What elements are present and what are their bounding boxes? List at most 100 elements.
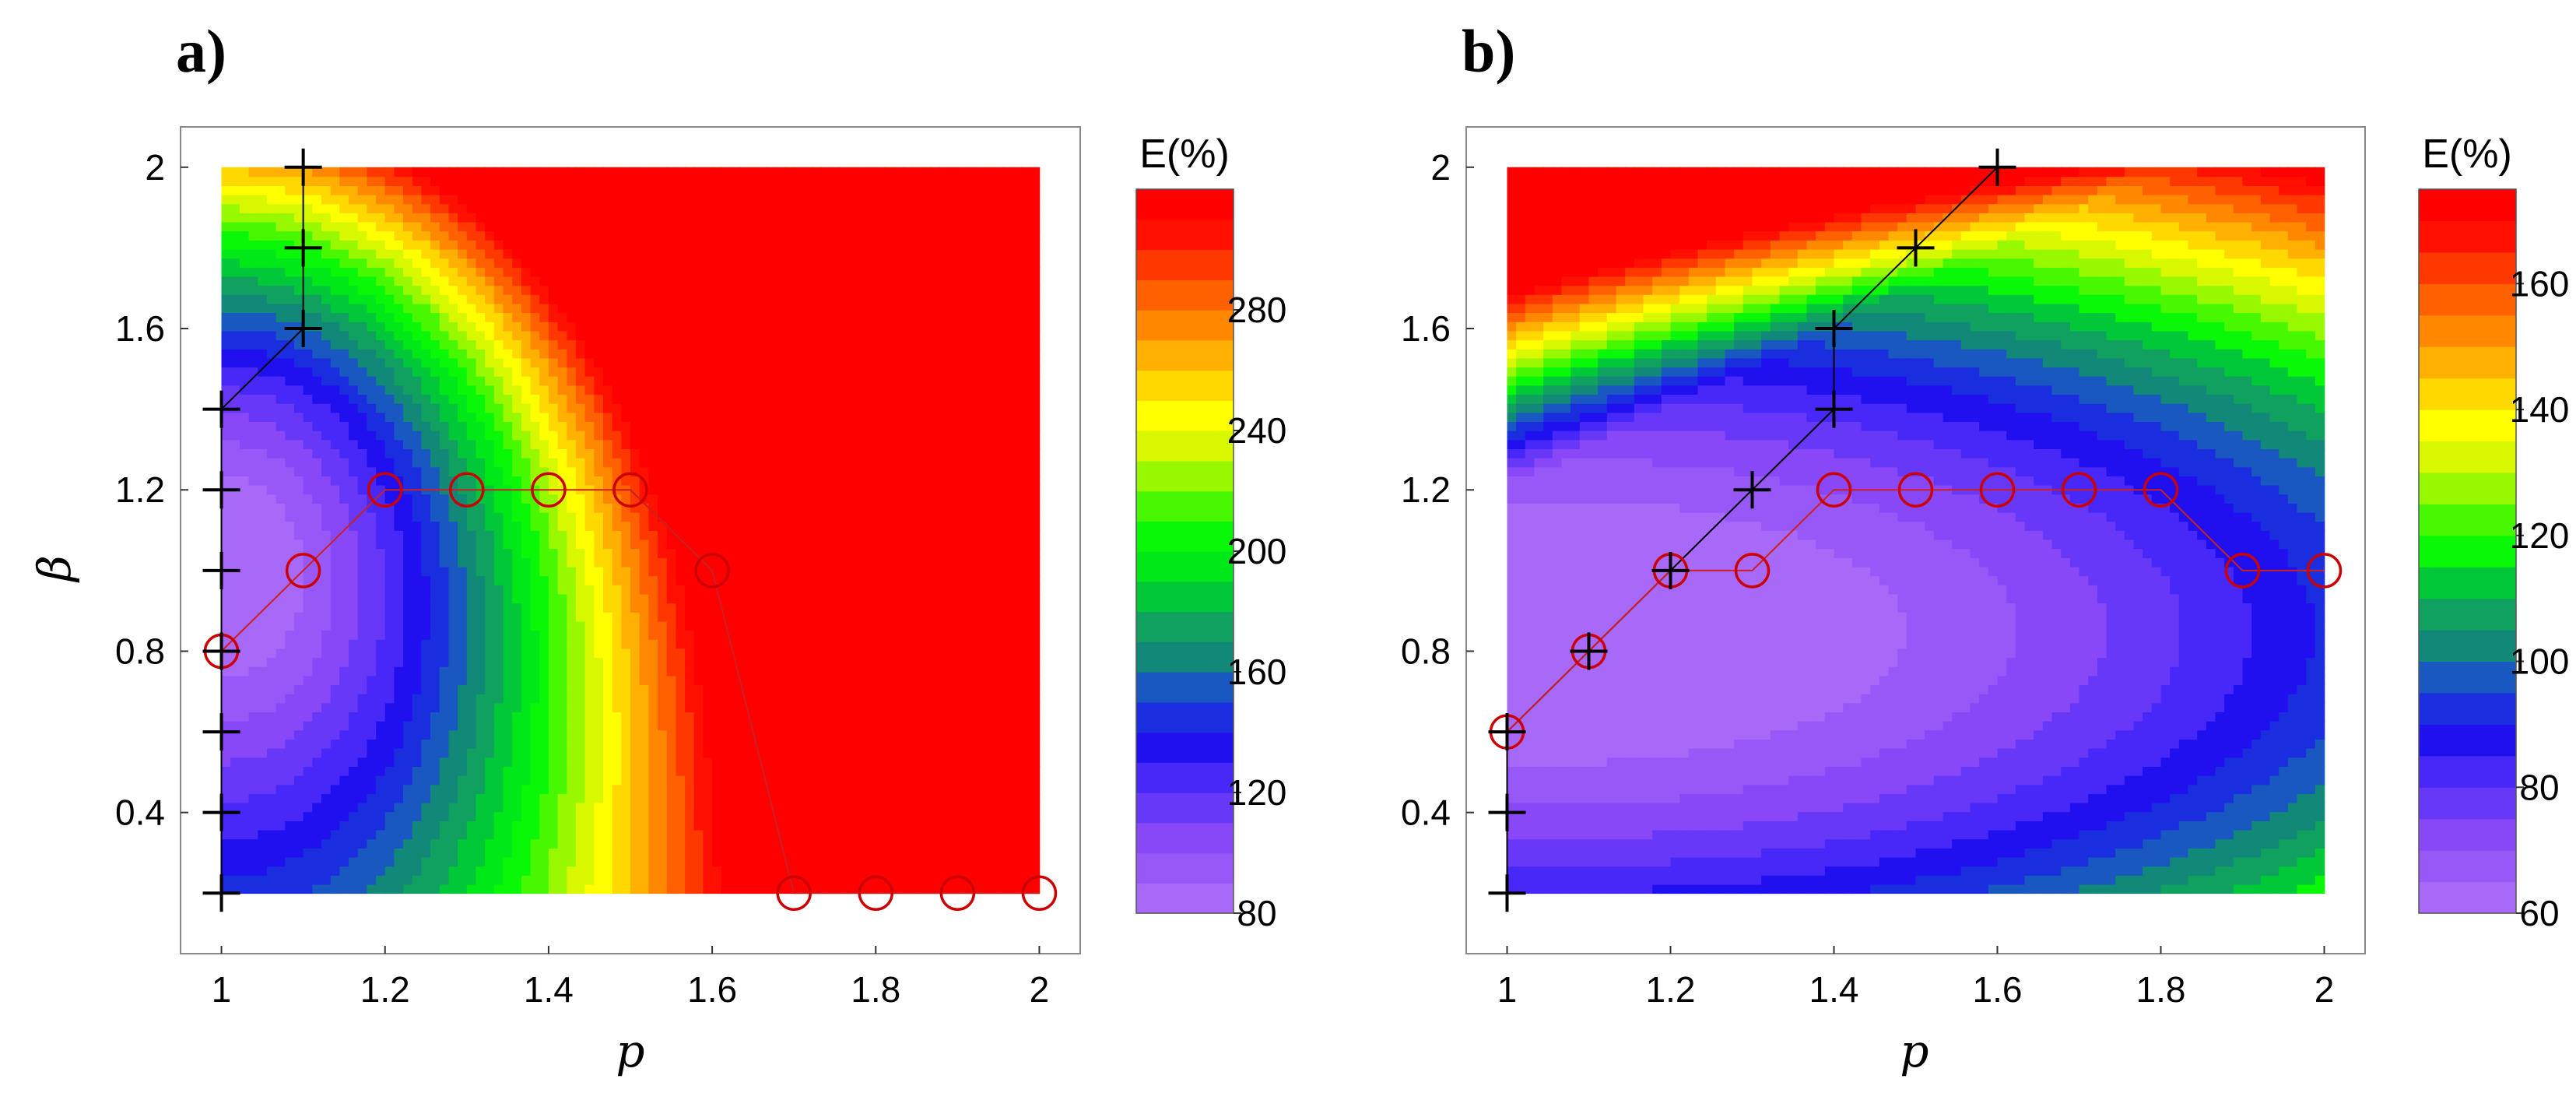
contour-cell bbox=[512, 367, 522, 377]
contour-cell bbox=[430, 466, 440, 476]
contour-cell bbox=[412, 430, 423, 441]
contour-cell bbox=[221, 412, 231, 422]
contour-cell bbox=[530, 739, 541, 749]
contour-cell bbox=[512, 856, 522, 867]
contour-cell bbox=[530, 221, 541, 232]
contour-cell bbox=[485, 240, 495, 250]
contour-cell bbox=[266, 421, 277, 431]
contour-cell bbox=[693, 630, 704, 640]
contour-cell bbox=[476, 802, 486, 813]
contour-cell bbox=[503, 503, 513, 513]
contour-cell bbox=[376, 375, 386, 386]
contour-cell bbox=[739, 339, 749, 350]
contour-cell bbox=[275, 875, 286, 885]
contour-cell bbox=[748, 430, 759, 441]
contour-cell bbox=[612, 648, 623, 659]
contour-cell bbox=[730, 793, 740, 803]
contour-cell bbox=[784, 702, 795, 712]
contour-cell bbox=[493, 784, 504, 794]
contour-cell bbox=[703, 739, 713, 749]
contour-cell bbox=[285, 430, 295, 441]
contour-cell bbox=[712, 348, 722, 359]
contour-cell bbox=[439, 875, 450, 885]
contour-cell bbox=[466, 657, 477, 667]
contour-cell bbox=[258, 258, 268, 268]
contour-cell bbox=[703, 684, 713, 694]
contour-cell bbox=[330, 248, 341, 259]
contour-cell bbox=[230, 612, 240, 622]
contour-cell bbox=[648, 739, 658, 749]
contour-cell bbox=[603, 675, 613, 685]
contour-cell bbox=[330, 221, 341, 232]
contour-cell bbox=[312, 511, 322, 522]
contour-cell bbox=[621, 421, 631, 431]
contour-cell bbox=[730, 612, 740, 622]
contour-cell bbox=[239, 276, 250, 286]
contour-cell bbox=[603, 213, 613, 223]
contour-cell bbox=[557, 248, 568, 259]
contour-cell bbox=[721, 240, 732, 250]
contour-cell bbox=[639, 630, 650, 640]
contour-cell bbox=[739, 457, 749, 468]
contour-cell bbox=[303, 330, 314, 341]
contour-cell bbox=[503, 248, 513, 259]
contour-cell bbox=[275, 439, 286, 449]
contour-cell bbox=[730, 402, 740, 413]
contour-cell bbox=[748, 566, 759, 577]
contour-cell bbox=[285, 258, 295, 268]
contour-cell bbox=[584, 757, 595, 767]
contour-cell bbox=[476, 503, 486, 513]
contour-cell bbox=[503, 303, 513, 314]
contour-cell bbox=[630, 747, 640, 758]
contour-cell bbox=[767, 539, 777, 550]
contour-cell bbox=[312, 167, 322, 177]
contour-cell bbox=[230, 539, 240, 550]
contour-cell bbox=[512, 511, 522, 522]
contour-cell bbox=[530, 729, 541, 740]
contour-cell bbox=[439, 330, 450, 341]
contour-cell bbox=[658, 339, 668, 350]
contour-cell bbox=[285, 702, 295, 712]
contour-cell bbox=[775, 784, 786, 794]
contour-cell bbox=[230, 385, 240, 395]
contour-cell bbox=[476, 784, 486, 794]
contour-cell bbox=[539, 666, 549, 677]
contour-cell bbox=[367, 312, 377, 322]
contour-cell bbox=[430, 439, 440, 449]
contour-cell bbox=[567, 530, 577, 540]
contour-cell bbox=[739, 848, 749, 858]
contour-cell bbox=[767, 757, 777, 767]
contour-cell bbox=[376, 439, 386, 449]
contour-cell bbox=[339, 603, 349, 613]
contour-cell bbox=[285, 339, 295, 350]
contour-cell bbox=[294, 875, 304, 885]
contour-cell bbox=[493, 648, 504, 659]
contour-cell bbox=[285, 185, 295, 195]
contour-cell bbox=[349, 638, 359, 649]
contour-cell bbox=[394, 394, 404, 404]
contour-cell bbox=[275, 367, 286, 377]
contour-cell bbox=[648, 402, 658, 413]
contour-cell bbox=[349, 375, 359, 386]
contour-cell bbox=[512, 521, 522, 531]
contour-cell bbox=[676, 702, 686, 712]
contour-cell bbox=[357, 666, 368, 677]
contour-cell bbox=[448, 666, 458, 677]
contour-cell bbox=[712, 385, 722, 395]
contour-cell bbox=[767, 312, 777, 322]
contour-cell bbox=[266, 675, 277, 685]
contour-cell bbox=[567, 476, 577, 486]
contour-cell bbox=[712, 521, 722, 531]
contour-cell bbox=[612, 829, 623, 840]
contour-cell bbox=[739, 838, 749, 849]
contour-cell bbox=[748, 421, 759, 431]
contour-cell bbox=[248, 494, 259, 504]
contour-cell bbox=[285, 248, 295, 259]
contour-cell bbox=[485, 185, 495, 195]
contour-cell bbox=[466, 176, 477, 186]
contour-cell bbox=[676, 557, 686, 568]
contour-cell bbox=[594, 230, 604, 241]
contour-cell bbox=[466, 829, 477, 840]
contour-cell bbox=[712, 285, 722, 295]
contour-cell bbox=[376, 176, 386, 186]
